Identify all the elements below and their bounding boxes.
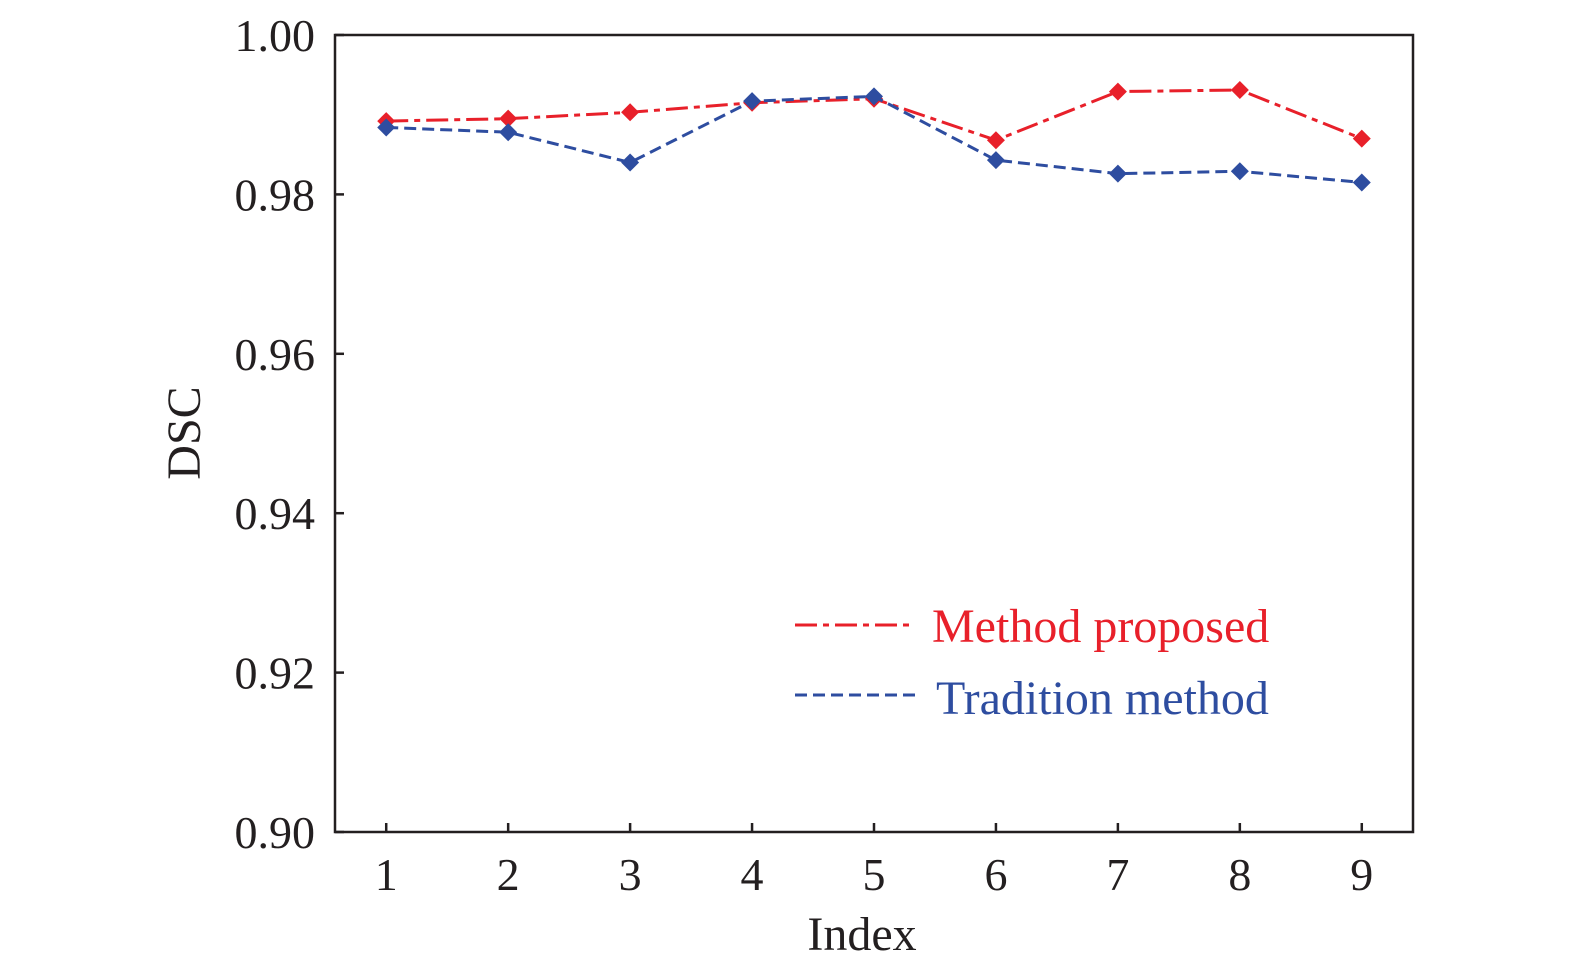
x-tick-label: 1 bbox=[375, 849, 398, 900]
x-tick-label: 2 bbox=[497, 849, 520, 900]
data-point-tradition-method bbox=[1230, 162, 1249, 181]
data-point-method-proposed bbox=[1352, 129, 1371, 148]
x-tick-label: 3 bbox=[619, 849, 642, 900]
data-point-tradition-method bbox=[1108, 164, 1127, 183]
x-tick-label: 6 bbox=[984, 849, 1007, 900]
data-point-tradition-method bbox=[865, 87, 883, 106]
y-axis-title: DSC bbox=[158, 386, 211, 479]
y-tick-label: 1.00 bbox=[235, 10, 316, 61]
legend: Method proposed Tradition method bbox=[795, 600, 1269, 725]
x-tick-label: 7 bbox=[1106, 849, 1129, 900]
data-point-tradition-method bbox=[621, 153, 640, 172]
y-tick-label: 0.98 bbox=[235, 169, 316, 220]
series-layer bbox=[377, 80, 1371, 192]
data-point-tradition-method bbox=[499, 123, 518, 142]
data-point-tradition-method bbox=[986, 151, 1005, 170]
x-tick-label: 9 bbox=[1350, 849, 1373, 900]
legend-label-method-proposed: Method proposed bbox=[932, 600, 1269, 653]
x-axis: 1 2 3 4 5 6 7 8 9 bbox=[375, 823, 1373, 900]
data-point-method-proposed bbox=[1108, 82, 1127, 101]
series-line-tradition-method bbox=[386, 94, 1362, 184]
data-point-tradition-method bbox=[1352, 173, 1371, 192]
y-tick-label: 0.92 bbox=[235, 648, 316, 699]
y-tick-label: 0.90 bbox=[235, 807, 316, 858]
data-point-method-proposed bbox=[986, 131, 1005, 150]
x-axis-title: Index bbox=[807, 908, 916, 961]
y-tick-label: 0.94 bbox=[235, 488, 316, 539]
data-point-tradition-method bbox=[377, 118, 396, 137]
data-point-method-proposed bbox=[621, 103, 640, 122]
y-axis: 0.90 0.92 0.94 0.96 0.98 1.00 bbox=[235, 10, 344, 858]
data-point-tradition-method bbox=[743, 92, 762, 111]
y-tick-label: 0.96 bbox=[235, 329, 316, 380]
x-tick-label: 4 bbox=[741, 849, 764, 900]
x-tick-label: 5 bbox=[863, 849, 886, 900]
x-tick-label: 8 bbox=[1228, 849, 1251, 900]
data-point-method-proposed bbox=[1230, 80, 1249, 99]
data-point-method-proposed bbox=[499, 109, 518, 128]
legend-label-tradition-method: Tradition method bbox=[936, 672, 1269, 725]
